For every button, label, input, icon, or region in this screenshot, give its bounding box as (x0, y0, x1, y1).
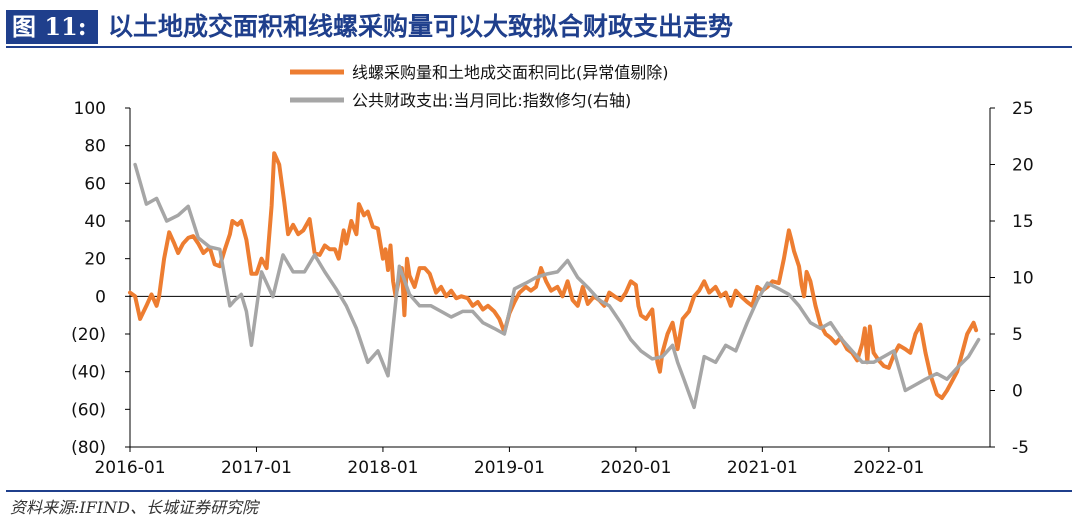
x-tick-label: 2017-01 (221, 458, 292, 478)
title-bar: 图 11: 以土地成交面积和线螺采购量可以大致拟合财政支出走势 (6, 10, 1072, 48)
left-tick-label: (40) (71, 363, 106, 383)
right-tick-label: -5 (1012, 438, 1029, 458)
left-tick-label: (20) (71, 325, 106, 345)
bottom-rule (6, 490, 1072, 492)
left-tick-label: 100 (74, 99, 106, 119)
x-tick-label: 2020-01 (600, 458, 671, 478)
legend-label: 线螺采购量和土地成交面积同比(异常值剔除) (352, 63, 669, 82)
left-tick-label: 60 (84, 174, 106, 194)
right-tick-label: 10 (1012, 269, 1034, 289)
left-tick-label: 0 (95, 287, 106, 307)
right-tick-label: 20 (1012, 156, 1034, 176)
x-tick-label: 2016-01 (94, 458, 165, 478)
left-tick-label: (80) (71, 438, 106, 458)
legend-label: 公共财政支出:当月同比:指数修匀(右轴) (352, 91, 631, 110)
x-tick-label: 2018-01 (347, 458, 418, 478)
chart-legend: 线螺采购量和土地成交面积同比(异常值剔除) 公共财政支出:当月同比:指数修匀(右轴… (290, 63, 669, 110)
right-tick-label: 0 (1012, 382, 1023, 402)
left-tick-label: 40 (84, 212, 106, 232)
right-tick-label: 5 (1012, 325, 1023, 345)
chart-series-layer (128, 151, 981, 410)
fiscal-spending-series-line (133, 162, 981, 410)
figure-number: 图 11: (6, 10, 98, 44)
left-tick-label: (60) (71, 400, 106, 420)
left-tick-label: 80 (84, 137, 106, 157)
left-tick-label: 20 (84, 250, 106, 270)
right-tick-label: 15 (1012, 212, 1034, 232)
x-tick-label: 2022-01 (853, 458, 924, 478)
rebar-land-series-line (128, 151, 979, 400)
x-tick-label: 2021-01 (727, 458, 798, 478)
x-tick-label: 2019-01 (474, 458, 545, 478)
chart-title: 以土地成交面积和线螺采购量可以大致拟合财政支出走势 (108, 12, 734, 41)
source-note: 资料来源:IFIND、长城证券研究院 (10, 498, 258, 517)
chart: 100 80 60 40 20 0 (20) (40) (60) (80) 25 20 15 10 5 0 -5… (71, 63, 1034, 478)
right-tick-label: 25 (1012, 99, 1034, 119)
